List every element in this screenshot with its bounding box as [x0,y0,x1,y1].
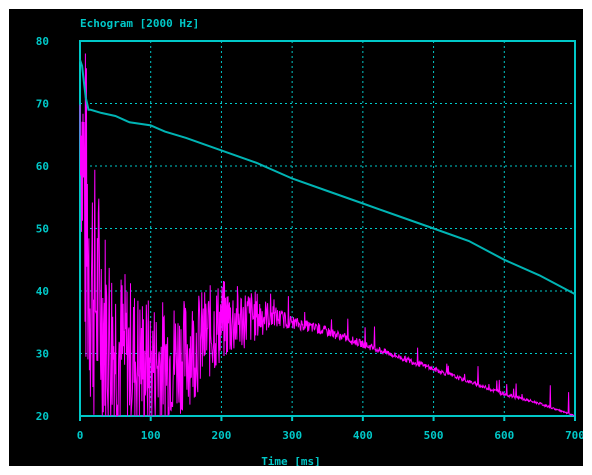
plot-frame [79,40,576,417]
y-tick-label: 40 [36,285,49,298]
x-tick-label: 600 [494,429,514,442]
chart-title: Echogram [2000 Hz] [80,17,199,30]
echogram-screen: 80 70 60 50 40 30 20 0 100 200 300 400 500 600 700 Ec… [9,9,583,466]
x-tick-label: 500 [424,429,444,442]
echogram-series-line [79,53,575,418]
y-tick-label: 20 [36,410,49,423]
x-tick-label: 400 [353,429,373,442]
y-tick-label: 80 [36,35,49,48]
x-tick-marks [79,416,576,421]
x-tick-label: 700 [565,429,583,442]
decay-curve-line [79,59,576,295]
x-tick-label: 100 [141,429,161,442]
y-tick-label: 30 [36,348,49,361]
x-axis-label: Time [ms] [261,455,321,466]
y-tick-label: 60 [36,160,49,173]
echogram-chart: 80 70 60 50 40 30 20 0 100 200 300 400 500 600 700 Ec… [36,17,583,466]
y-tick-label: 70 [36,98,49,111]
x-tick-label: 200 [211,429,231,442]
x-tick-label: 0 [77,429,84,442]
y-tick-label: 50 [36,223,49,236]
x-tick-label: 300 [282,429,302,442]
